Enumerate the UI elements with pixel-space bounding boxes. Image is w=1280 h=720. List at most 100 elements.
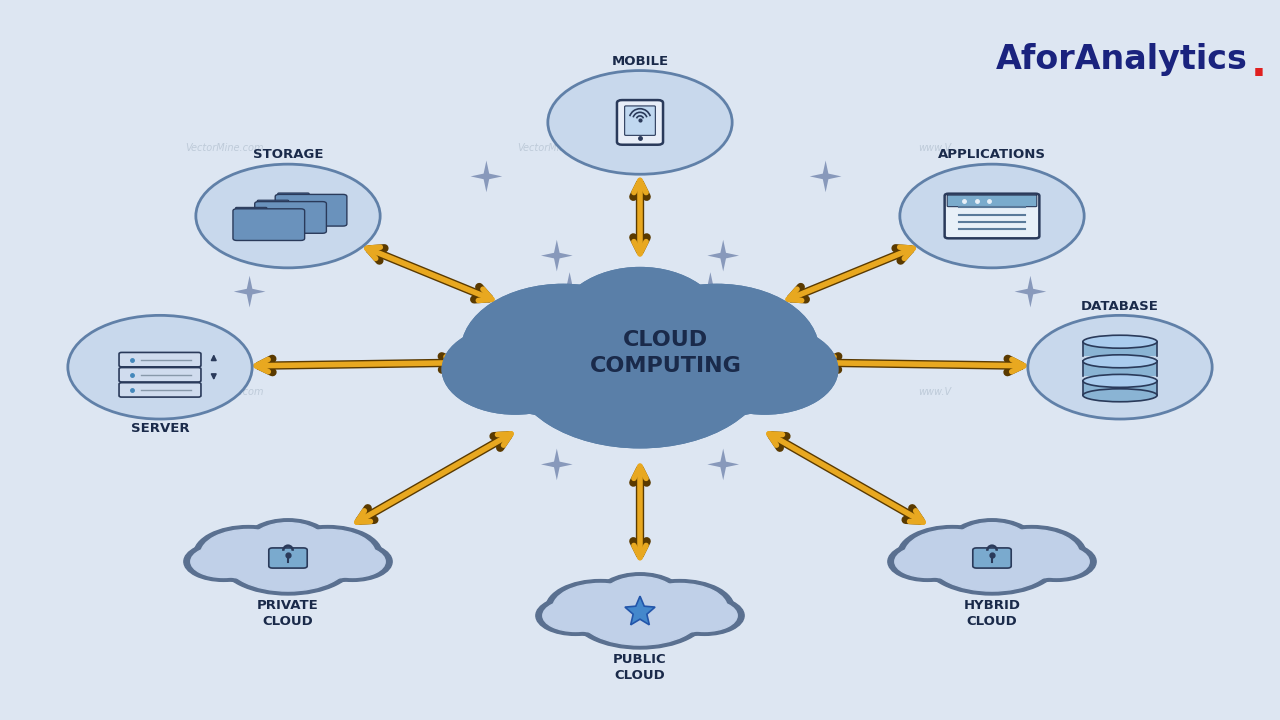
Ellipse shape: [320, 546, 385, 577]
FancyBboxPatch shape: [947, 195, 1037, 207]
Polygon shape: [1009, 215, 1039, 246]
Ellipse shape: [442, 325, 589, 414]
Circle shape: [68, 315, 252, 419]
Text: www.V: www.V: [918, 387, 951, 397]
Ellipse shape: [558, 268, 722, 382]
Ellipse shape: [625, 290, 809, 412]
Ellipse shape: [603, 322, 723, 385]
Ellipse shape: [897, 526, 1007, 582]
Ellipse shape: [521, 292, 759, 442]
FancyBboxPatch shape: [275, 194, 347, 226]
Polygon shape: [1015, 276, 1046, 307]
Text: APPLICATIONS: APPLICATIONS: [938, 148, 1046, 161]
Text: VectorMine.com: VectorMine.com: [517, 143, 596, 153]
FancyBboxPatch shape: [945, 194, 1039, 238]
Ellipse shape: [471, 328, 585, 394]
Ellipse shape: [220, 527, 356, 595]
Ellipse shape: [280, 529, 375, 579]
Ellipse shape: [543, 600, 608, 631]
Ellipse shape: [632, 583, 727, 633]
Ellipse shape: [471, 290, 655, 412]
Text: MOBILE: MOBILE: [612, 55, 668, 68]
FancyBboxPatch shape: [1083, 361, 1157, 376]
Ellipse shape: [1083, 336, 1157, 348]
Ellipse shape: [625, 290, 808, 411]
Text: PUBLIC
CLOUD: PUBLIC CLOUD: [613, 653, 667, 682]
Ellipse shape: [947, 519, 1037, 568]
Polygon shape: [541, 449, 572, 480]
Ellipse shape: [472, 290, 655, 411]
Ellipse shape: [545, 580, 655, 636]
Ellipse shape: [532, 295, 748, 423]
Ellipse shape: [184, 542, 264, 581]
Ellipse shape: [444, 325, 586, 413]
Ellipse shape: [191, 546, 256, 577]
Circle shape: [1028, 315, 1212, 419]
Ellipse shape: [512, 287, 768, 448]
Ellipse shape: [924, 527, 1060, 595]
Ellipse shape: [616, 284, 819, 417]
Ellipse shape: [977, 526, 1087, 582]
FancyBboxPatch shape: [257, 200, 289, 209]
Ellipse shape: [694, 325, 836, 413]
Ellipse shape: [652, 334, 790, 401]
Ellipse shape: [512, 287, 768, 448]
Ellipse shape: [442, 325, 589, 414]
Ellipse shape: [617, 285, 817, 416]
Polygon shape: [541, 240, 572, 271]
Ellipse shape: [664, 596, 744, 635]
Text: VectorMine.com: VectorMine.com: [517, 387, 596, 397]
Ellipse shape: [895, 546, 960, 577]
Polygon shape: [625, 596, 655, 625]
Ellipse shape: [201, 529, 296, 579]
Text: VectorMine.com: VectorMine.com: [184, 143, 264, 153]
Ellipse shape: [905, 529, 1000, 579]
Ellipse shape: [559, 269, 721, 380]
Ellipse shape: [463, 285, 663, 416]
Ellipse shape: [273, 526, 383, 582]
FancyBboxPatch shape: [255, 202, 326, 233]
Ellipse shape: [626, 293, 792, 397]
Text: DATABASE: DATABASE: [1082, 300, 1158, 312]
Polygon shape: [471, 161, 502, 192]
FancyBboxPatch shape: [617, 100, 663, 145]
Ellipse shape: [672, 600, 737, 631]
FancyBboxPatch shape: [119, 368, 201, 382]
Text: STORAGE: STORAGE: [252, 148, 324, 161]
Text: SERVER: SERVER: [131, 422, 189, 435]
Ellipse shape: [1083, 355, 1157, 368]
Ellipse shape: [646, 331, 796, 405]
Ellipse shape: [692, 325, 838, 414]
Ellipse shape: [522, 293, 758, 441]
Ellipse shape: [579, 585, 701, 645]
Text: CLOUD
COMPUTING: CLOUD COMPUTING: [590, 330, 741, 376]
Ellipse shape: [488, 293, 654, 397]
Ellipse shape: [692, 325, 838, 414]
Circle shape: [900, 164, 1084, 268]
Ellipse shape: [568, 274, 712, 376]
Ellipse shape: [251, 523, 325, 564]
Ellipse shape: [573, 336, 753, 418]
Ellipse shape: [568, 333, 758, 421]
Ellipse shape: [1083, 374, 1157, 387]
Ellipse shape: [452, 330, 579, 409]
Text: .: .: [1251, 43, 1266, 85]
Ellipse shape: [567, 273, 713, 376]
Ellipse shape: [227, 531, 349, 591]
Polygon shape: [695, 272, 726, 304]
Polygon shape: [810, 161, 841, 192]
Ellipse shape: [603, 577, 677, 618]
Ellipse shape: [701, 330, 827, 408]
Ellipse shape: [704, 354, 810, 403]
Text: www.V: www.V: [918, 143, 951, 153]
Ellipse shape: [558, 268, 722, 382]
Polygon shape: [554, 272, 585, 304]
Circle shape: [196, 164, 380, 268]
Ellipse shape: [453, 330, 579, 408]
Ellipse shape: [513, 288, 767, 446]
Ellipse shape: [955, 523, 1029, 564]
Polygon shape: [708, 449, 739, 480]
Circle shape: [548, 71, 732, 174]
FancyBboxPatch shape: [278, 193, 310, 202]
Polygon shape: [708, 240, 739, 271]
